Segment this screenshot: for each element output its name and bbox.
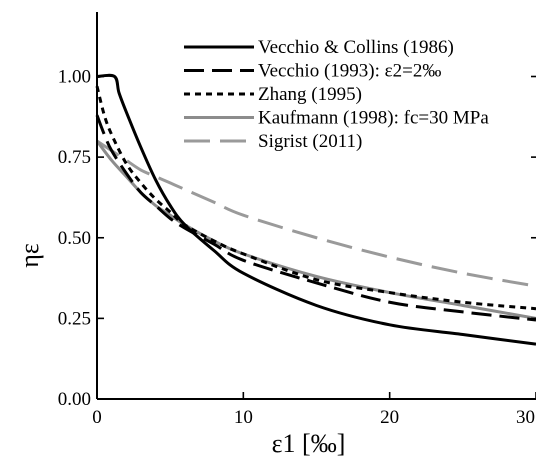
series-line-1 xyxy=(96,73,536,346)
legend-label-3: Zhang (1995) xyxy=(258,84,362,105)
y-tick-label: 0.75 xyxy=(58,147,91,168)
x-tick-label: 20 xyxy=(380,407,399,428)
legend: Vecchio & Collins (1986) Vecchio (1993): … xyxy=(184,37,489,152)
legend-label-4: Kaufmann (1998): fc=30 MPa xyxy=(258,108,489,129)
legend-label-5: Sigrist (2011) xyxy=(258,131,362,152)
axis-titles: ε1 [‰] ηε xyxy=(15,243,345,458)
y-tick-label: 1.00 xyxy=(58,67,91,88)
legend-label-2: Vecchio (1993): ε2=2‰ xyxy=(258,61,441,82)
x-tick-label: 10 xyxy=(234,407,253,428)
y-tick-label: 0.50 xyxy=(58,228,91,249)
series-line-2 xyxy=(95,114,536,322)
series-line-3 xyxy=(95,85,536,311)
series-line-4 xyxy=(95,140,536,320)
y-tick-label: 0.00 xyxy=(58,389,91,410)
legend-label-1: Vecchio & Collins (1986) xyxy=(258,37,454,58)
y-axis-title: ηε xyxy=(15,243,44,268)
y-tick-label: 0.25 xyxy=(58,308,91,329)
ticks: 0.00 0.25 0.50 0.75 1.00 0 10 20 30 xyxy=(58,67,536,428)
x-axis-title: ε1 [‰] xyxy=(272,429,346,458)
x-tick-label: 30 xyxy=(516,407,535,428)
series-layer xyxy=(95,73,536,346)
x-tick-label: 0 xyxy=(92,407,102,428)
